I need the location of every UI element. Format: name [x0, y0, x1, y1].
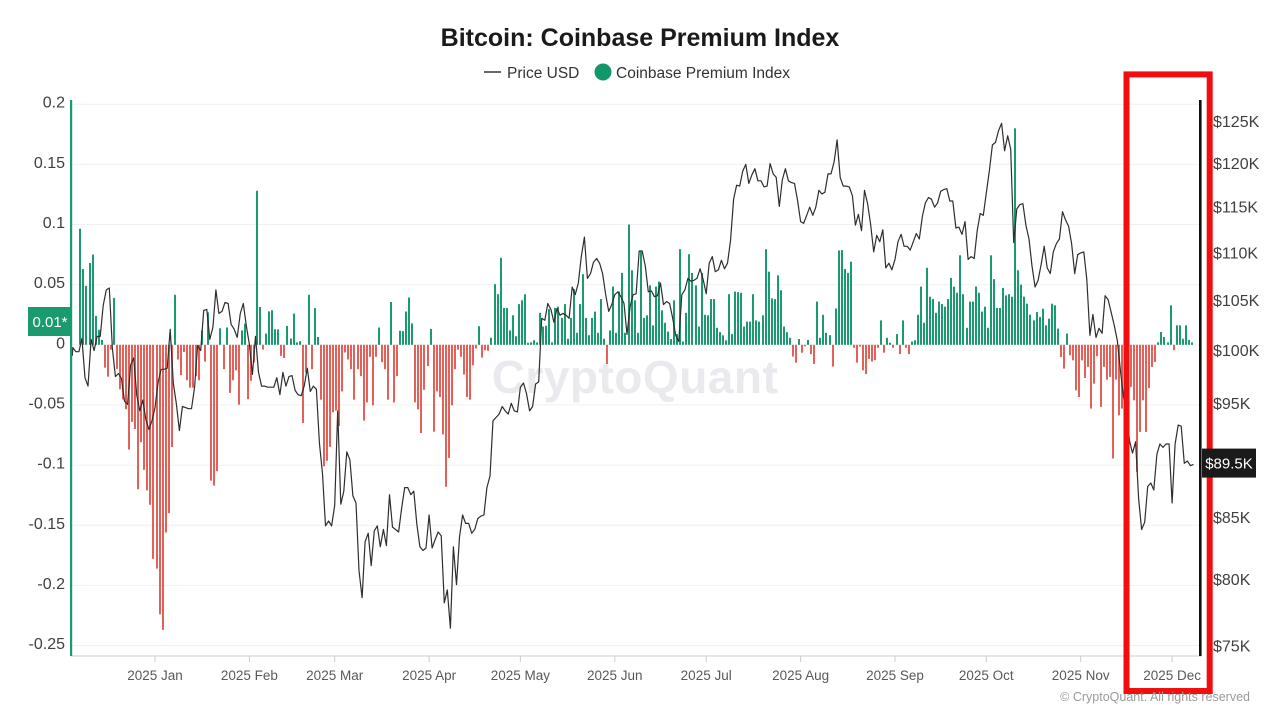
svg-text:2025 Dec: 2025 Dec	[1143, 668, 1201, 683]
svg-text:$80K: $80K	[1213, 572, 1251, 589]
svg-text:Price USD: Price USD	[507, 65, 579, 82]
svg-text:$75K: $75K	[1213, 638, 1251, 655]
svg-text:$100K: $100K	[1213, 343, 1260, 360]
svg-text:0: 0	[56, 335, 65, 352]
svg-text:$125K: $125K	[1213, 114, 1260, 131]
svg-text:$115K: $115K	[1213, 200, 1258, 217]
svg-text:$105K: $105K	[1213, 293, 1260, 310]
svg-text:2025 Mar: 2025 Mar	[306, 668, 364, 683]
svg-text:Bitcoin: Coinbase Premium Inde: Bitcoin: Coinbase Premium Index	[441, 24, 840, 52]
svg-text:2025 Feb: 2025 Feb	[221, 668, 278, 683]
svg-text:$120K: $120K	[1213, 156, 1260, 173]
svg-text:-0.15: -0.15	[29, 516, 66, 533]
svg-text:-0.25: -0.25	[29, 636, 66, 653]
svg-text:2025 Nov: 2025 Nov	[1052, 668, 1110, 683]
svg-text:2025 Jan: 2025 Jan	[127, 668, 183, 683]
svg-text:0.2: 0.2	[43, 95, 65, 112]
svg-text:$85K: $85K	[1213, 510, 1251, 527]
svg-text:2025 Aug: 2025 Aug	[772, 668, 829, 683]
svg-text:-0.05: -0.05	[29, 395, 66, 412]
svg-text:$89.5K: $89.5K	[1205, 456, 1253, 473]
svg-text:2025 Apr: 2025 Apr	[402, 668, 457, 683]
svg-text:© CryptoQuant. All rights rese: © CryptoQuant. All rights reserved	[1060, 690, 1250, 704]
svg-text:2025 May: 2025 May	[491, 668, 551, 683]
svg-text:0.15: 0.15	[34, 155, 65, 172]
svg-text:2025 Jul: 2025 Jul	[681, 668, 732, 683]
svg-text:-0.1: -0.1	[37, 456, 65, 473]
svg-text:Coinbase Premium Index: Coinbase Premium Index	[616, 65, 790, 82]
svg-text:0.01*: 0.01*	[32, 314, 67, 331]
svg-text:0.1: 0.1	[43, 215, 65, 232]
svg-text:2025 Oct: 2025 Oct	[959, 668, 1014, 683]
svg-text:$95K: $95K	[1213, 396, 1251, 413]
svg-text:0.05: 0.05	[34, 275, 65, 292]
svg-text:2025 Sep: 2025 Sep	[866, 668, 924, 683]
svg-text:2025 Jun: 2025 Jun	[587, 668, 643, 683]
svg-text:$110K: $110K	[1213, 245, 1258, 262]
svg-text:-0.2: -0.2	[37, 576, 65, 593]
